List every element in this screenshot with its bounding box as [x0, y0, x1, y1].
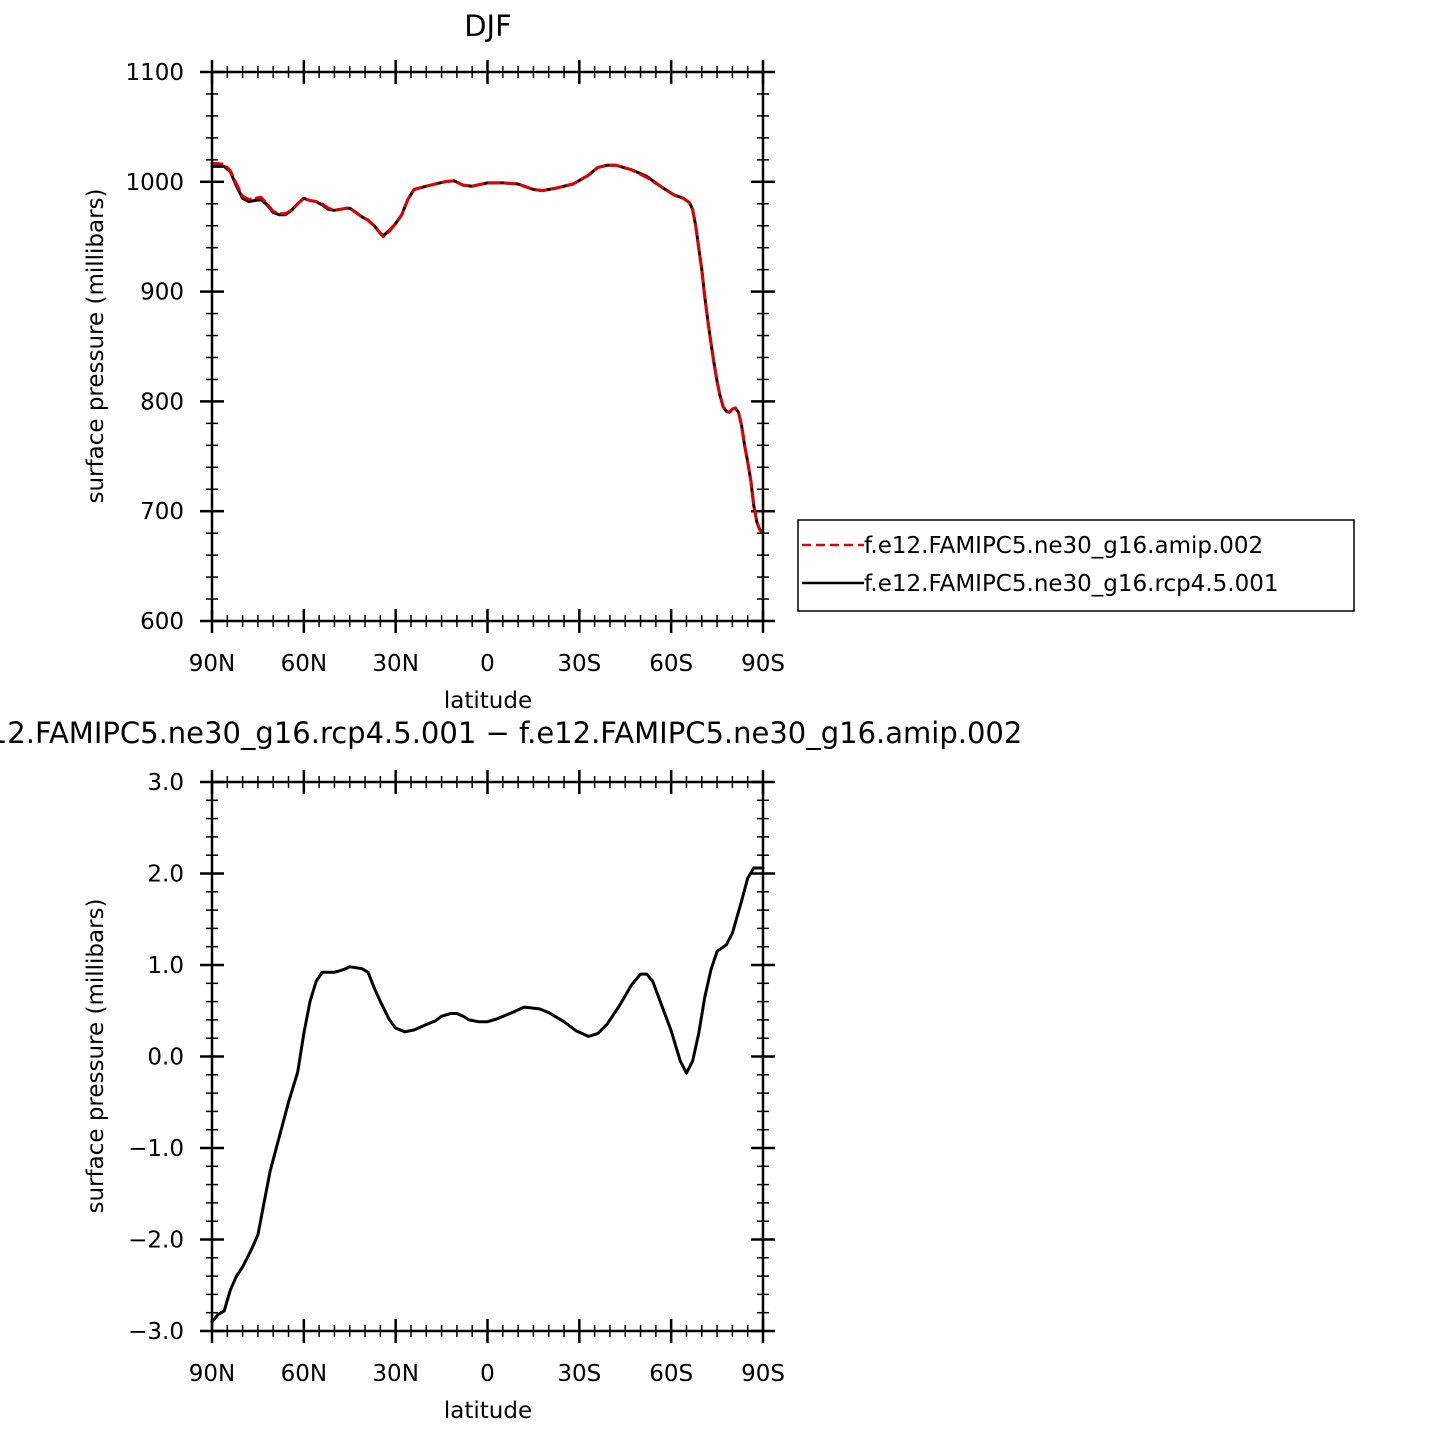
legend-label-rcp: f.e12.FAMIPC5.ne30_g16.rcp4.5.001 — [864, 571, 1278, 597]
top-y-tick-label: 900 — [140, 280, 184, 306]
bottom-plot-frame — [210, 780, 765, 1333]
bottom-x-tick-label: 30S — [557, 1361, 601, 1387]
top-x-tick-label: 90S — [741, 651, 785, 677]
bottom-x-axis-label: latitude — [444, 1398, 532, 1424]
bottom-x-tick-label: 0 — [480, 1361, 495, 1387]
top-x-tick-label: 30S — [557, 651, 601, 677]
top-chart: DJF surface pressure (millibars) latitud… — [83, 9, 1355, 714]
legend: f.e12.FAMIPC5.ne30_g16.amip.002 f.e12.FA… — [797, 519, 1355, 612]
top-y-tick-label: 700 — [140, 499, 184, 525]
top-tick-labels: 90N 60N 30N 0 30S 60S 90S 600 700 800 900 1000 1100 — [125, 60, 784, 677]
top-x-tick-label: 0 — [480, 651, 495, 677]
top-x-tick-label: 60S — [649, 651, 693, 677]
bottom-y-tick-label: 0.0 — [147, 1045, 184, 1071]
top-y-axis-label: surface pressure (millibars) — [83, 188, 109, 503]
top-series-line-0 — [210, 161, 765, 534]
bottom-tick-labels: 90N 60N 30N 0 30S 60S 90S −3.0 −2.0 −1.0 0.0 1.0 2.0… — [128, 770, 785, 1387]
top-x-axis-label: latitude — [444, 688, 532, 714]
bottom-x-tick-label: 90S — [741, 1361, 785, 1387]
bottom-y-tick-label: −1.0 — [128, 1136, 184, 1162]
top-minor-ticks — [206, 66, 769, 627]
legend-box — [797, 519, 1355, 612]
bottom-minor-ticks — [206, 776, 769, 1337]
bottom-series-line-0 — [210, 866, 765, 1324]
top-major-ticks — [200, 60, 775, 633]
bottom-series-lines — [210, 866, 765, 1324]
legend-label-amip: f.e12.FAMIPC5.ne30_g16.amip.002 — [864, 533, 1263, 559]
bottom-y-tick-label: −2.0 — [128, 1228, 184, 1254]
top-y-tick-label: 800 — [140, 389, 184, 415]
top-plot-frame — [210, 70, 765, 623]
top-x-tick-label: 90N — [189, 651, 235, 677]
top-series-line-1 — [210, 163, 765, 534]
top-y-tick-label: 1100 — [125, 60, 184, 86]
top-series-lines — [210, 161, 765, 534]
bottom-y-tick-label: 2.0 — [147, 862, 184, 888]
bottom-y-axis-label: surface pressure (millibars) — [83, 898, 109, 1213]
bottom-x-tick-label: 60N — [281, 1361, 327, 1387]
top-y-tick-label: 600 — [140, 609, 184, 635]
bottom-chart-title: f.e12.FAMIPC5.ne30_g16.rcp4.5.001 − f.e1… — [0, 716, 1022, 750]
bottom-y-tick-label: −3.0 — [128, 1319, 184, 1345]
bottom-y-tick-label: 3.0 — [147, 770, 184, 796]
bottom-y-axis-label-text: surface pressure (millibars) — [83, 898, 109, 1213]
bottom-chart: f.e12.FAMIPC5.ne30_g16.rcp4.5.001 − f.e1… — [0, 716, 1022, 1424]
top-y-tick-label: 1000 — [125, 170, 184, 196]
bottom-y-tick-label: 1.0 — [147, 953, 184, 979]
top-x-tick-label: 60N — [281, 651, 327, 677]
top-chart-title: DJF — [464, 9, 512, 43]
top-y-axis-label-text: surface pressure (millibars) — [83, 188, 109, 503]
bottom-major-ticks — [200, 770, 775, 1343]
bottom-x-tick-label: 30N — [372, 1361, 418, 1387]
top-x-tick-label: 30N — [372, 651, 418, 677]
bottom-x-tick-label: 90N — [189, 1361, 235, 1387]
bottom-x-tick-label: 60S — [649, 1361, 693, 1387]
